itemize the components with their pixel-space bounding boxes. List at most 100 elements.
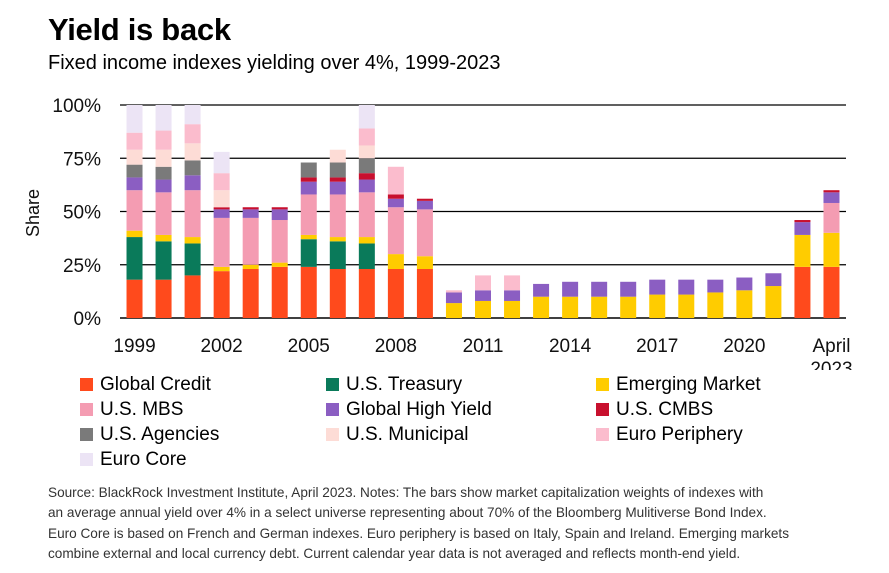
bar-segment (155, 179, 172, 193)
bar-segment (329, 237, 346, 242)
legend-item: Global High Yield (326, 397, 492, 422)
bar-segment (213, 190, 230, 208)
bar-segment (823, 190, 840, 193)
bar-segment (184, 105, 201, 125)
legend-swatch (596, 403, 609, 416)
legend-label: U.S. MBS (100, 398, 184, 420)
legend-label: Global Credit (100, 373, 211, 395)
x-tick-label: 2011 (463, 336, 504, 357)
bar-segment (184, 124, 201, 144)
legend-label: Emerging Market (616, 373, 761, 395)
bar-segment (329, 241, 346, 270)
bar-segment (271, 209, 288, 221)
bar-segment (300, 234, 317, 240)
bar-segment (155, 105, 172, 131)
bar-segment (329, 162, 346, 178)
bar-segment (271, 220, 288, 263)
bar-segment (387, 269, 404, 318)
bar-stack (794, 220, 811, 318)
x-tick-label: 2005 (288, 336, 330, 357)
bar-segment (126, 237, 143, 280)
y-tick-label: 100% (52, 96, 101, 117)
legend: Global Credit U.S. Treasury Emerging Marke… (80, 372, 880, 472)
bar-segment (126, 230, 143, 238)
bar-segment (358, 158, 375, 174)
bar-segment (504, 300, 521, 318)
x-tick-label: 2017 (636, 336, 678, 357)
legend-item: U.S. Treasury (326, 372, 462, 397)
bar-segment (358, 173, 375, 180)
bar-segment (794, 222, 811, 235)
bar-segment (823, 192, 840, 203)
bar-segment (358, 192, 375, 238)
legend-swatch (326, 403, 339, 416)
legend-swatch (596, 428, 609, 441)
bar-segment (707, 292, 724, 318)
bar-segment (358, 145, 375, 159)
bar-segment (416, 198, 433, 201)
bar-segment (620, 296, 637, 318)
bar-segment (387, 254, 404, 270)
bar-stack (823, 190, 840, 318)
bar-segment (649, 294, 666, 318)
legend-swatch (80, 428, 93, 441)
bar-segment (126, 190, 143, 231)
legend-swatch (80, 453, 93, 466)
bar-segment (155, 241, 172, 280)
chart-title: Yield is back (48, 12, 231, 47)
legend-item: U.S. MBS (80, 397, 183, 422)
bar-segment (475, 275, 491, 291)
bar-stack (707, 279, 724, 318)
bar-segment (155, 192, 172, 235)
bar-segment (794, 220, 811, 223)
bar-segment (155, 149, 172, 167)
bar-segment (126, 132, 143, 150)
legend-label: U.S. CMBS (616, 398, 714, 420)
bar-segment (184, 190, 201, 238)
bar-segment (271, 207, 288, 210)
bar-segment (765, 286, 782, 318)
bar-segment (213, 217, 230, 267)
bar-segment (475, 290, 491, 301)
bar-stack (271, 207, 288, 318)
bar-segment (794, 266, 811, 318)
bar-segment (126, 177, 143, 191)
bar-segment (126, 164, 143, 178)
bar-segment (416, 200, 433, 210)
bar-segment (126, 149, 143, 165)
bar-segment (213, 271, 230, 318)
bar-segment (416, 256, 433, 270)
chart-subtitle: Fixed income indexes yielding over 4%, 1… (48, 52, 501, 74)
bar-segment (823, 266, 840, 318)
x-tick-label: 2020 (723, 336, 765, 357)
legend-item: U.S. Municipal (326, 422, 469, 447)
bar-stack (184, 105, 201, 318)
bar-segment (126, 279, 143, 318)
bar-segment (358, 243, 375, 270)
bar-stack (242, 207, 259, 318)
bar-segment (329, 269, 346, 318)
bar-segment (562, 296, 579, 318)
y-tick-label: 50% (63, 203, 101, 224)
bar-stack (126, 105, 143, 318)
bar-segment (155, 166, 172, 180)
bar-stack (416, 198, 433, 318)
stacked-bar-chart: 0% 25% 50% 75% 100% 1999 2002 2005 2008 2011 2014… (23, 96, 853, 370)
bar-segment (300, 194, 317, 235)
x-tick-label: 2002 (200, 336, 242, 357)
x-tick-label: April 2023 (810, 336, 852, 370)
legend-label: Euro Core (100, 448, 187, 470)
y-tick-label: 25% (63, 256, 101, 277)
bar-segment (213, 207, 230, 210)
legend-item: U.S. CMBS (596, 397, 713, 422)
bar-segment (678, 279, 695, 295)
bar-segment (300, 239, 317, 267)
bar-segment (184, 275, 201, 318)
bar-segment (707, 279, 724, 293)
y-axis-label: Share (23, 189, 43, 237)
bar-segment (242, 207, 259, 210)
legend-swatch (326, 428, 339, 441)
legend-item: Global Credit (80, 372, 211, 397)
bar-stack (678, 279, 695, 318)
bar-segment (358, 105, 375, 129)
